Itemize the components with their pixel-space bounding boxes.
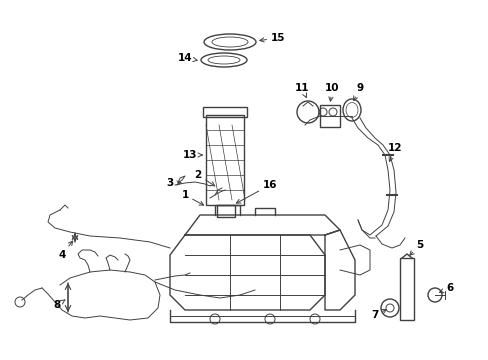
Bar — [319, 105, 339, 127]
Text: 11: 11 — [294, 83, 308, 98]
Text: 6: 6 — [439, 283, 453, 293]
Text: 13: 13 — [183, 150, 202, 160]
Text: 9: 9 — [353, 83, 363, 100]
Text: 12: 12 — [387, 143, 402, 161]
Text: 16: 16 — [236, 180, 277, 203]
Text: 14: 14 — [177, 53, 197, 63]
Text: 1: 1 — [181, 190, 203, 205]
Bar — [203, 107, 246, 117]
Bar — [399, 258, 413, 320]
Bar — [217, 205, 235, 217]
Bar — [205, 115, 244, 205]
Text: 5: 5 — [409, 240, 423, 255]
Text: 3: 3 — [166, 178, 181, 188]
Text: 7: 7 — [370, 310, 386, 320]
Text: 15: 15 — [259, 33, 285, 43]
Text: 10: 10 — [324, 83, 339, 101]
Text: 8: 8 — [53, 300, 65, 310]
Text: 4: 4 — [58, 241, 73, 260]
Text: 2: 2 — [194, 170, 214, 186]
